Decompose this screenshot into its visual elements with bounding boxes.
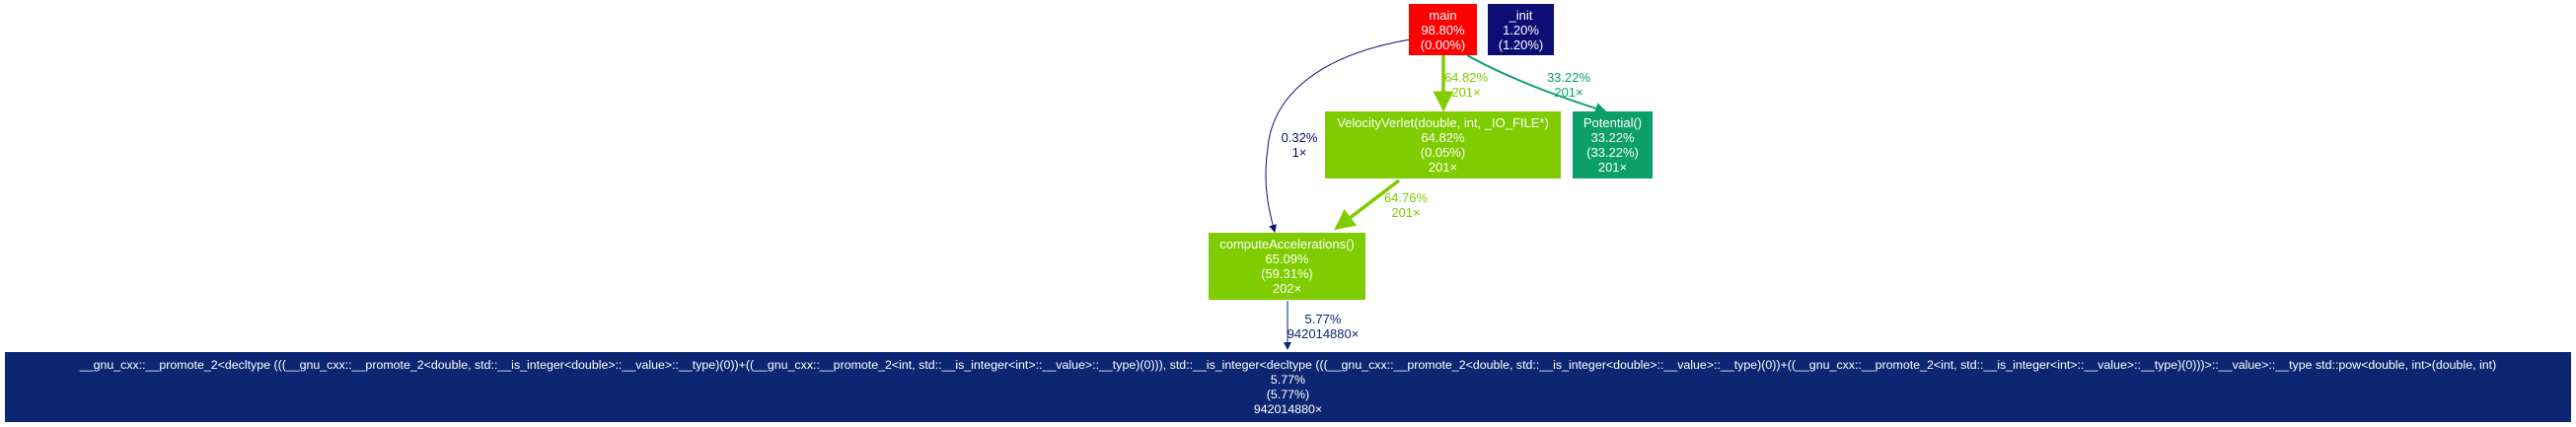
edge-label-calls: 201×: [1391, 205, 1421, 220]
node-potential-calls: 201×: [1597, 160, 1628, 175]
node-velocityverlet[interactable]: VelocityVerlet(double, int, _IO_FILE*) 6…: [1325, 111, 1561, 178]
node-potential-name: Potential(): [1582, 115, 1643, 130]
edge-label-computeaccelerations-pow: 5.77% 942014880×: [1288, 312, 1360, 341]
edge-label-pct: 64.76%: [1383, 190, 1429, 205]
node-computeaccelerations[interactable]: computeAccelerations() 65.09% (59.31%) 2…: [1209, 233, 1365, 300]
node-std-pow-calls: 942014880×: [1253, 401, 1323, 416]
edge-label-pct: 5.77%: [1304, 312, 1342, 326]
node-computeaccelerations-self: (59.31%): [1261, 266, 1313, 281]
node-std-pow-name: __gnu_cxx::__promote_2<decltype (((__gnu…: [79, 357, 2497, 372]
edge-label-pct: 33.22%: [1546, 70, 1591, 85]
node-computeaccelerations-name: computeAccelerations(): [1219, 237, 1355, 251]
edge-main-to-computeaccelerations: [1265, 38, 1412, 233]
node-main-name: main: [1429, 7, 1457, 23]
node-computeaccelerations-total: 65.09%: [1265, 251, 1309, 266]
edge-label-calls: 942014880×: [1287, 326, 1360, 341]
node-velocityverlet-total: 64.82%: [1421, 130, 1465, 145]
edge-label-main-computeaccelerations: 0.32% 1×: [1282, 130, 1318, 160]
node-init-name: _init: [1509, 7, 1533, 23]
node-init[interactable]: _init 1.20% (1.20%): [1488, 4, 1554, 55]
node-main-total: 98.80%: [1421, 22, 1465, 37]
node-std-pow-total: 5.77%: [1270, 372, 1306, 387]
edge-velocityverlet-to-computeaccelerations: [1334, 178, 1401, 231]
node-potential[interactable]: Potential() 33.22% (33.22%) 201×: [1573, 111, 1653, 178]
node-potential-self: (33.22%): [1586, 145, 1639, 160]
node-computeaccelerations-calls: 202×: [1272, 281, 1302, 296]
node-std-pow[interactable]: __gnu_cxx::__promote_2<decltype (((__gnu…: [5, 352, 2571, 422]
node-velocityverlet-calls: 201×: [1428, 160, 1458, 175]
edge-main-to-potential: [1466, 54, 1607, 114]
edge-label-calls: 201×: [1451, 85, 1481, 100]
node-init-total: 1.20%: [1503, 22, 1539, 37]
node-velocityverlet-name: VelocityVerlet(double, int, _IO_FILE*): [1337, 115, 1549, 130]
node-velocityverlet-self: (0.05%): [1420, 145, 1466, 160]
node-main-self: (0.00%): [1420, 36, 1466, 52]
edge-label-main-potential: 33.22% 201×: [1547, 70, 1590, 100]
edge-label-calls: 201×: [1554, 85, 1583, 100]
edge-label-pct: 64.82%: [1443, 70, 1489, 85]
edge-label-main-velocityverlet: 64.82% 201×: [1444, 70, 1488, 100]
node-std-pow-self: (5.77%): [1266, 387, 1310, 401]
node-potential-total: 33.22%: [1590, 130, 1635, 145]
node-main[interactable]: main 98.80% (0.00%): [1409, 4, 1477, 55]
node-init-self: (1.20%): [1498, 36, 1544, 52]
edge-label-pct: 0.32%: [1281, 130, 1318, 145]
edge-label-velocityverlet-computeaccelerations: 64.76% 201×: [1384, 190, 1428, 220]
edge-label-calls: 1×: [1291, 145, 1307, 160]
